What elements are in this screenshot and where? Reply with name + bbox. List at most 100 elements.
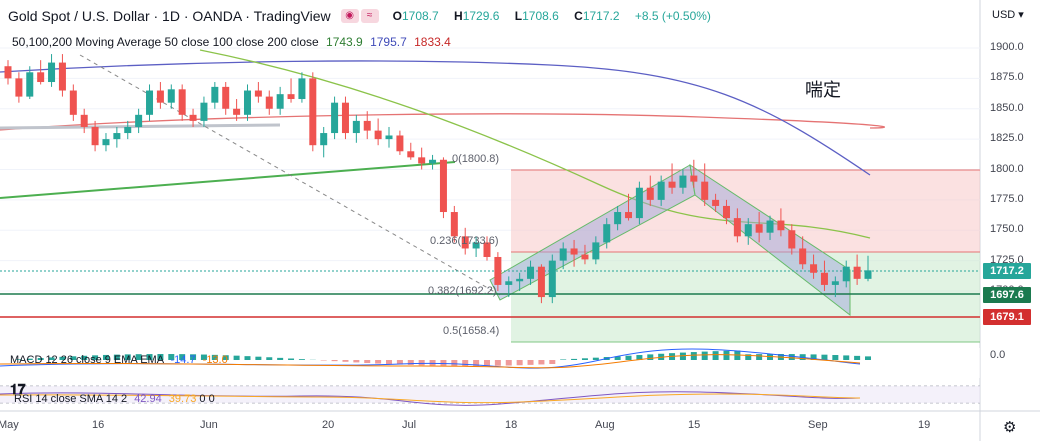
- candle: [603, 218, 611, 249]
- macd-bar: [102, 354, 109, 360]
- candle: [146, 84, 154, 121]
- macd-bar: [745, 354, 752, 360]
- candle: [712, 193, 720, 213]
- macd-bar: [157, 354, 164, 360]
- macd-bar: [571, 358, 578, 360]
- macd-legend[interactable]: MACD 12 26 close 9 EMA EMA -14.7 -13.0: [10, 354, 228, 366]
- rsi-legend[interactable]: RSI 14 close SMA 14 2 42.94 39.73 0 0: [14, 393, 215, 405]
- candle: [233, 99, 241, 121]
- eye-icon[interactable]: ◉: [340, 9, 359, 23]
- macd-bar: [146, 354, 153, 360]
- symbol-title[interactable]: Gold Spot / U.S. Dollar · 1D · OANDA · T…: [8, 8, 331, 24]
- ma-legend[interactable]: 50,100,200 Moving Average 50 close 100 c…: [12, 35, 451, 49]
- macd-bar: [331, 360, 338, 362]
- macd-bar: [483, 360, 490, 366]
- macd-bar: [342, 360, 349, 362]
- macd-bar: [712, 351, 719, 360]
- macd-bar: [690, 352, 697, 360]
- fib-label-0: 0(1800.8): [452, 153, 500, 165]
- fib-label-0382: 0.382(1692.2): [428, 285, 497, 297]
- price-badge: 1717.2: [983, 263, 1031, 279]
- candle: [614, 205, 622, 231]
- macd-bar: [723, 350, 730, 360]
- macd-bar: [135, 354, 142, 360]
- macd-bar: [832, 355, 839, 360]
- candle: [80, 108, 88, 134]
- candle: [690, 159, 698, 188]
- macd-bar: [255, 356, 262, 360]
- candle: [211, 82, 219, 109]
- y-tick-label: 1775.0: [990, 192, 1024, 205]
- macd-bar: [549, 360, 556, 364]
- candle: [733, 208, 741, 243]
- candle: [341, 96, 349, 140]
- fib-label-0236: 0.236(1733.6): [430, 235, 499, 247]
- ma-50-value: 1743.9: [326, 35, 363, 49]
- macd-bar: [364, 360, 371, 364]
- candle: [755, 212, 763, 243]
- macd-bar: [26, 358, 33, 360]
- candle: [265, 90, 273, 115]
- macd-bar: [124, 354, 131, 360]
- candle: [178, 84, 186, 121]
- currency-selector[interactable]: USD ▾: [992, 9, 1024, 21]
- macd-bar: [70, 356, 77, 360]
- candle: [799, 236, 807, 270]
- y-tick-label: 1800.0: [990, 162, 1024, 175]
- macd-bar: [15, 359, 22, 360]
- x-tick-label: Sep: [808, 419, 828, 431]
- candle: [483, 236, 491, 261]
- candle: [298, 72, 306, 103]
- candle: [15, 72, 23, 103]
- x-tick-label: Jul: [402, 419, 417, 431]
- x-tick-label: Aug: [595, 419, 615, 431]
- macd-bar: [658, 353, 665, 360]
- candle: [810, 254, 818, 279]
- candle: [559, 242, 567, 270]
- macd-bar: [647, 354, 654, 360]
- macd-bar: [494, 360, 501, 366]
- candle: [363, 111, 371, 140]
- candle: [320, 126, 328, 158]
- macd-bar: [277, 357, 284, 360]
- candle: [102, 133, 110, 152]
- macd-bar: [190, 354, 197, 360]
- candle: [744, 218, 752, 245]
- tradingview-logo-icon: 𝟏𝟕: [10, 381, 26, 397]
- macd-bar: [821, 354, 828, 360]
- candle: [842, 260, 850, 288]
- macd-bar: [113, 354, 120, 360]
- macd-bar: [462, 360, 469, 366]
- candle: [581, 244, 589, 265]
- trendline-dashed: [79, 54, 501, 296]
- candle: [396, 130, 404, 155]
- candle: [635, 181, 643, 225]
- macd-bar: [211, 354, 218, 360]
- y-tick-label: 1725.0: [990, 253, 1024, 266]
- candle: [701, 163, 709, 206]
- candle: [657, 175, 665, 206]
- macd-bar: [59, 356, 66, 360]
- candle: [777, 208, 785, 237]
- candle: [461, 227, 469, 255]
- macd-bar: [375, 360, 382, 364]
- x-tick-label: 18: [505, 419, 518, 431]
- candle: [407, 142, 415, 160]
- candle: [766, 215, 774, 240]
- macd-bar: [37, 358, 44, 360]
- candle: [113, 126, 121, 148]
- macd-bar: [200, 354, 207, 360]
- macd-bar: [756, 354, 763, 360]
- macd-bar: [418, 360, 425, 366]
- candle: [276, 86, 284, 115]
- candle: [853, 254, 861, 285]
- y-tick-label: 1850.0: [990, 101, 1024, 114]
- fib-zone-lower: [511, 252, 980, 342]
- candle: [167, 84, 175, 109]
- gear-icon[interactable]: ⚙: [1003, 419, 1017, 436]
- candle: [156, 82, 164, 109]
- candle: [385, 126, 393, 148]
- wave-icon[interactable]: ≈: [360, 9, 379, 23]
- candle: [527, 260, 535, 285]
